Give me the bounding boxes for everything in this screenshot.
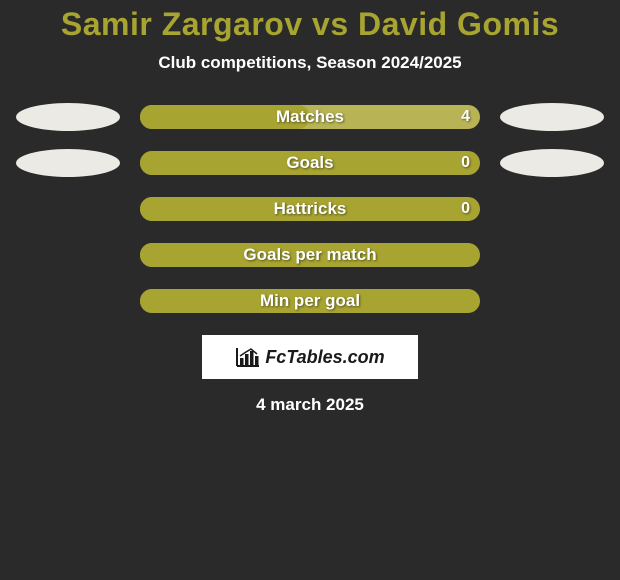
stat-label: Goals per match: [140, 243, 480, 267]
player-left-marker: [16, 149, 120, 177]
subtitle: Club competitions, Season 2024/2025: [0, 53, 620, 73]
stat-label: Goals: [140, 151, 480, 175]
stat-row: Min per goal: [0, 289, 620, 313]
comparison-card: Samir Zargarov vs David Gomis Club compe…: [0, 0, 620, 415]
stat-bar: Goals per match: [140, 243, 480, 267]
bar-chart-icon: [235, 346, 261, 368]
date-label: 4 march 2025: [0, 395, 620, 415]
stat-bar: Min per goal: [140, 289, 480, 313]
player-right-marker: [500, 149, 604, 177]
stat-value-right: 4: [461, 105, 470, 129]
stat-label: Min per goal: [140, 289, 480, 313]
stat-bar: Goals0: [140, 151, 480, 175]
stat-label: Matches: [140, 105, 480, 129]
stat-rows: Matches4Goals0Hattricks0Goals per matchM…: [0, 105, 620, 313]
stat-row: Goals0: [0, 151, 620, 175]
player-right-marker: [500, 103, 604, 131]
logo-box[interactable]: FcTables.com: [202, 335, 418, 379]
logo: FcTables.com: [235, 346, 384, 368]
page-title: Samir Zargarov vs David Gomis: [0, 6, 620, 43]
stat-row: Goals per match: [0, 243, 620, 267]
stat-value-right: 0: [461, 197, 470, 221]
stat-bar: Matches4: [140, 105, 480, 129]
logo-text: FcTables.com: [265, 347, 384, 368]
stat-row: Matches4: [0, 105, 620, 129]
player-left-marker: [16, 103, 120, 131]
stat-bar: Hattricks0: [140, 197, 480, 221]
stat-label: Hattricks: [140, 197, 480, 221]
stat-row: Hattricks0: [0, 197, 620, 221]
stat-value-right: 0: [461, 151, 470, 175]
